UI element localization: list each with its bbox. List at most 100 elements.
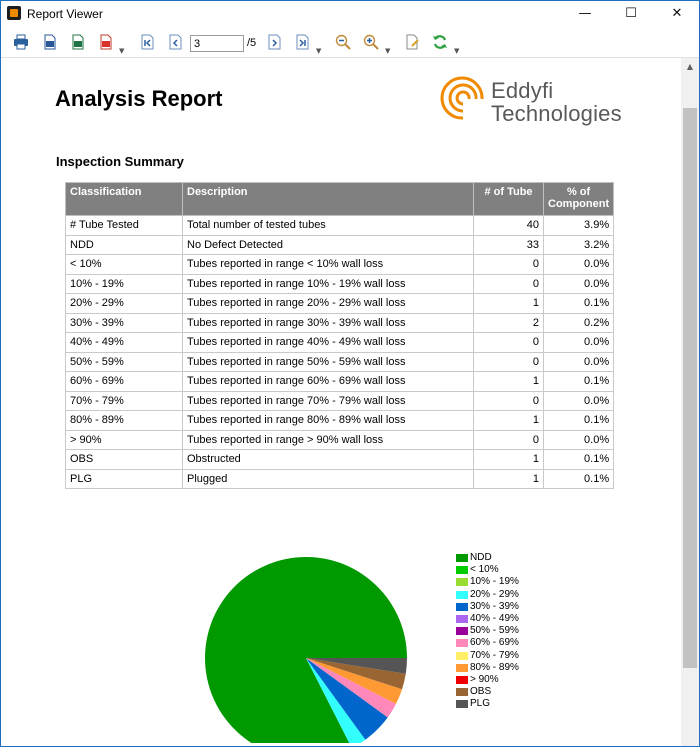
zoom-out-icon[interactable] — [335, 34, 351, 50]
header-percent-component: % of Component — [542, 182, 615, 216]
cell-percent: 0.2% — [542, 312, 615, 333]
legend-label: 80% - 89% — [470, 661, 519, 673]
legend-label: < 10% — [470, 564, 499, 576]
pie-slice-60-69 — [306, 658, 396, 718]
cell-percent: 3.2% — [542, 234, 615, 255]
table-row: NDD No Defect Detected 33 3.2% — [65, 234, 615, 255]
zoom-dropdown-caret[interactable]: ▼ — [385, 47, 391, 55]
next-page-icon[interactable] — [266, 34, 282, 50]
app-icon — [7, 6, 21, 20]
refresh-icon[interactable] — [432, 34, 448, 50]
legend-swatch — [456, 590, 468, 599]
previous-page-icon[interactable] — [167, 34, 183, 50]
cell-percent: 0.0% — [542, 351, 615, 372]
chart-legend: NDD < 10% 10% - 19% 20% - 29% 30% - 39% 40% -… — [456, 552, 519, 710]
table-header-row: Classification Description # of Tube % o… — [65, 182, 615, 216]
print-icon[interactable] — [13, 34, 29, 50]
legend-item: 30% - 39% — [456, 601, 519, 613]
legend-label: 50% - 59% — [470, 625, 519, 637]
legend-label: > 90% — [470, 673, 499, 685]
table-body: # Tube Tested Total number of tested tube… — [65, 215, 615, 489]
cell-percent: 0.0% — [542, 332, 615, 353]
last-page-icon[interactable] — [294, 34, 310, 50]
table-row: > 90% Tubes reported in range > 90% wall … — [65, 429, 615, 450]
legend-swatch — [456, 651, 468, 660]
legend-item: PLG — [456, 698, 519, 710]
cell-classification: 30% - 39% — [65, 312, 183, 333]
legend-item: 80% - 89% — [456, 662, 519, 674]
cell-classification: OBS — [65, 449, 183, 470]
table-row: OBS Obstructed 1 0.1% — [65, 449, 615, 470]
cell-description: Total number of tested tubes — [182, 215, 474, 236]
table-row: 40% - 49% Tubes reported in range 40% - 4… — [65, 332, 615, 353]
cell-tube-count: 2 — [473, 312, 544, 333]
legend-swatch — [456, 554, 468, 562]
table-row: PLG Plugged 1 0.1% — [65, 468, 615, 489]
pie-slice-obs — [306, 658, 406, 690]
legend-swatch — [456, 627, 468, 636]
cell-description: Tubes reported in range 70% - 79% wall l… — [182, 390, 474, 411]
cell-percent: 0.1% — [542, 371, 615, 392]
legend-swatch — [456, 688, 468, 697]
refresh-dropdown-caret[interactable]: ▼ — [454, 47, 460, 55]
cell-classification: < 10% — [65, 254, 183, 275]
zoom-in-icon[interactable] — [363, 34, 379, 50]
export-pdf-icon[interactable] — [98, 34, 114, 50]
legend-swatch — [456, 700, 468, 709]
cell-tube-count: 1 — [473, 449, 544, 470]
legend-label: OBS — [470, 686, 492, 698]
page-total: /5 — [247, 37, 257, 49]
scroll-thumb[interactable] — [683, 108, 697, 668]
close-button[interactable]: ✕ — [671, 6, 683, 21]
cell-tube-count: 0 — [473, 429, 544, 450]
cell-description: Tubes reported in range 50% - 59% wall l… — [182, 351, 474, 372]
legend-label: 70% - 79% — [470, 649, 519, 661]
cell-description: Tubes reported in range < 10% wall loss — [182, 254, 474, 275]
cell-description: Tubes reported in range 10% - 19% wall l… — [182, 273, 474, 294]
minimize-button[interactable]: — — [578, 6, 592, 21]
first-page-icon[interactable] — [139, 34, 155, 50]
table-row: 30% - 39% Tubes reported in range 30% - 3… — [65, 312, 615, 333]
navigation-dropdown-caret[interactable]: ▼ — [316, 47, 322, 55]
cell-percent: 0.0% — [542, 390, 615, 411]
cell-description: Tubes reported in range 40% - 49% wall l… — [182, 332, 474, 353]
legend-swatch — [456, 614, 468, 623]
cell-description: Plugged — [182, 468, 474, 489]
legend-label: 40% - 49% — [470, 612, 519, 624]
scroll-up-arrow-icon[interactable]: ▲ — [686, 62, 694, 71]
cell-percent: 0.1% — [542, 293, 615, 314]
legend-item: 70% - 79% — [456, 650, 519, 662]
company-logo: Eddyfi Technologies — [437, 74, 622, 126]
legend-label: 60% - 69% — [470, 637, 519, 649]
page-number-input[interactable] — [190, 35, 244, 52]
cell-classification: 20% - 29% — [65, 293, 183, 314]
table-row: 20% - 29% Tubes reported in range 20% - 2… — [65, 293, 615, 314]
report-title: Analysis Report — [55, 86, 223, 111]
cell-percent: 0.0% — [542, 429, 615, 450]
vertical-scrollbar[interactable]: ▲ — [681, 58, 699, 746]
cell-classification: 50% - 59% — [65, 351, 183, 372]
cell-classification: PLG — [65, 468, 183, 489]
cell-percent: 3.9% — [542, 215, 615, 236]
logo-text-eddyfi: Eddyfi — [491, 78, 554, 103]
pie-slice-30-39 — [306, 658, 388, 740]
page-setup-icon[interactable] — [404, 34, 420, 50]
maximize-button[interactable]: ☐ — [625, 6, 637, 21]
export-excel-icon[interactable] — [70, 34, 86, 50]
window-title: Report Viewer — [27, 7, 103, 21]
cell-classification: 60% - 69% — [65, 371, 183, 392]
cell-tube-count: 1 — [473, 468, 544, 489]
table-row: 10% - 19% Tubes reported in range 10% - 1… — [65, 273, 615, 294]
legend-label: 30% - 39% — [470, 600, 519, 612]
legend-item: 60% - 69% — [456, 637, 519, 649]
cell-percent: 0.1% — [542, 449, 615, 470]
table-row: 50% - 59% Tubes reported in range 50% - 5… — [65, 351, 615, 372]
cell-percent: 0.0% — [542, 273, 615, 294]
cell-description: Tubes reported in range 30% - 39% wall l… — [182, 312, 474, 333]
cell-classification: NDD — [65, 234, 183, 255]
table-row: # Tube Tested Total number of tested tube… — [65, 215, 615, 236]
legend-item: 10% - 19% — [456, 576, 519, 588]
export-dropdown-caret[interactable]: ▼ — [119, 47, 125, 55]
export-word-icon[interactable] — [42, 34, 58, 50]
